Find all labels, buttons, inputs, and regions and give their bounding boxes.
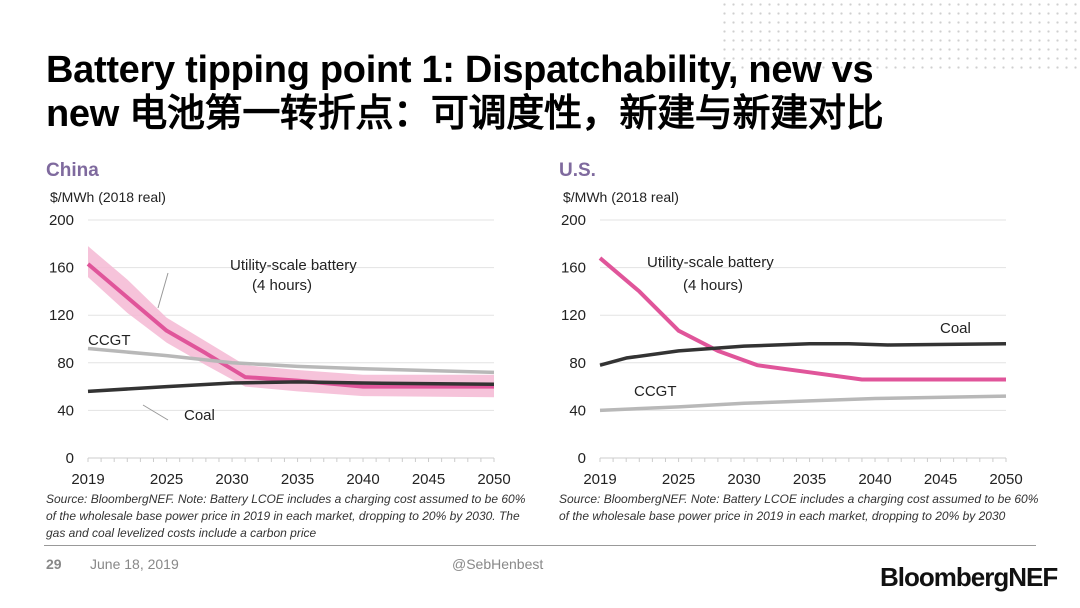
battery-series-label: Utility-scale battery <box>230 257 357 274</box>
ccgt-series-line <box>599 394 1007 413</box>
battery-series-label: Utility-scale battery <box>647 254 774 271</box>
x-tick-label: 2030 <box>215 471 248 488</box>
coal-series-line <box>87 380 495 394</box>
us-chart-note: Source: BloombergNEF. Note: Battery LCOE… <box>559 492 1039 523</box>
battery-series-label-hours: (4 hours) <box>252 277 312 294</box>
title-line-1: Battery tipping point 1: Dispatchability… <box>46 49 874 91</box>
y-tick-label: 40 <box>57 402 74 419</box>
x-tick-label: 2040 <box>858 471 891 488</box>
label-leader-line <box>157 272 169 309</box>
battery-series-line <box>598 256 1006 382</box>
x-tick-label: 2035 <box>281 471 314 488</box>
x-tick-label: 2019 <box>583 471 616 488</box>
us-chart-title: U.S. <box>559 160 596 181</box>
y-tick-label: 200 <box>49 212 74 229</box>
us-y-axis-label: $/MWh (2018 real) <box>563 189 679 205</box>
y-tick-label: 200 <box>561 212 586 229</box>
y-tick-label: 0 <box>66 450 74 467</box>
x-tick-label: 2035 <box>793 471 826 488</box>
x-tick-label: 2045 <box>924 471 957 488</box>
china-chart-title: China <box>46 160 99 181</box>
x-tick-label: 2030 <box>727 471 760 488</box>
title-line-2: new 电池第一转折点：可调度性，新建与新建对比 <box>46 93 884 135</box>
x-tick-label: 2050 <box>477 471 510 488</box>
china-chart: 0 40 80 120 160 200 2019 2025 2030 2035 2040 2045 20… <box>49 212 511 488</box>
bloombergnef-logo: BloombergNEF <box>880 562 1058 592</box>
coal-series-label: Coal <box>940 320 971 337</box>
y-tick-label: 160 <box>49 260 74 277</box>
page-number: 29 <box>46 556 62 572</box>
ccgt-series-line <box>87 346 495 375</box>
slide-title: Battery tipping point 1: Dispatchability… <box>46 48 884 136</box>
x-tick-label: 2019 <box>71 471 104 488</box>
y-tick-label: 160 <box>561 260 586 277</box>
y-tick-label: 120 <box>49 307 74 324</box>
author-handle: @SebHenbest <box>452 556 544 572</box>
x-tick-label: 2025 <box>662 471 695 488</box>
y-tick-label: 80 <box>57 355 74 372</box>
battery-series-line <box>86 262 494 389</box>
battery-series-label-hours: (4 hours) <box>683 277 743 294</box>
coal-series-line <box>599 342 1007 367</box>
x-tick-label: 2050 <box>989 471 1022 488</box>
coal-series-label: Coal <box>184 407 215 424</box>
china-y-axis-label: $/MWh (2018 real) <box>50 189 166 205</box>
y-tick-label: 120 <box>561 307 586 324</box>
y-tick-label: 40 <box>569 402 586 419</box>
footer-divider <box>44 545 1036 546</box>
label-leader-line <box>142 404 169 421</box>
ccgt-series-label: CCGT <box>88 332 131 349</box>
slide-date: June 18, 2019 <box>90 556 179 572</box>
decorative-dot-pattern <box>720 0 1080 70</box>
us-chart: 0 40 80 120 160 200 2019 2025 2030 2035 2040 2045 20… <box>561 212 1023 488</box>
y-tick-label: 0 <box>578 450 586 467</box>
china-chart-note: Source: BloombergNEF. Note: Battery LCOE… <box>46 492 526 540</box>
x-tick-label: 2040 <box>346 471 379 488</box>
x-tick-label: 2025 <box>150 471 183 488</box>
x-tick-label: 2045 <box>412 471 445 488</box>
y-tick-label: 80 <box>569 355 586 372</box>
ccgt-series-label: CCGT <box>634 383 677 400</box>
